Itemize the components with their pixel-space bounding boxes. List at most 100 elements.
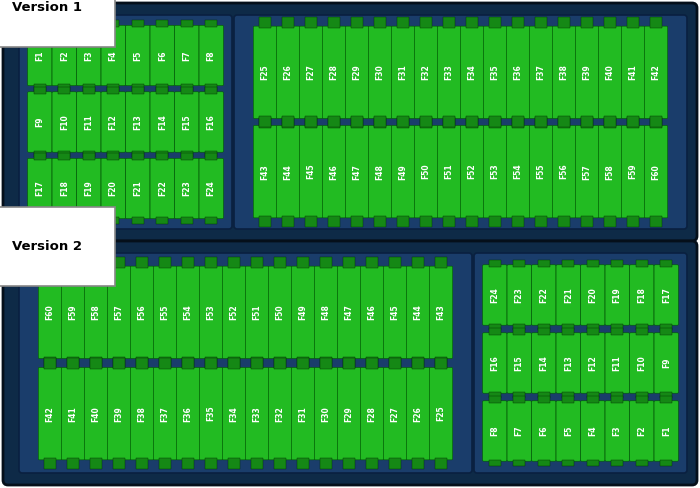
FancyBboxPatch shape (268, 367, 292, 460)
Bar (251, 357, 262, 367)
Bar (259, 116, 271, 127)
Bar (58, 217, 70, 224)
Bar (274, 458, 286, 469)
Bar (420, 216, 432, 227)
Bar (83, 20, 94, 27)
Text: F60: F60 (652, 164, 661, 180)
Bar (205, 20, 217, 27)
Bar (412, 357, 423, 367)
Bar (366, 358, 378, 369)
FancyBboxPatch shape (314, 367, 337, 460)
Bar (489, 116, 500, 127)
Bar (90, 458, 101, 469)
FancyBboxPatch shape (76, 92, 101, 152)
Bar (660, 396, 672, 403)
Text: F44: F44 (414, 305, 423, 320)
FancyBboxPatch shape (101, 25, 125, 86)
Bar (205, 358, 217, 369)
Bar (489, 216, 500, 227)
Bar (420, 116, 432, 127)
Bar (366, 257, 378, 268)
FancyBboxPatch shape (622, 26, 645, 119)
Bar (562, 396, 574, 403)
Bar (320, 458, 332, 469)
Bar (581, 17, 593, 28)
Text: F11: F11 (84, 114, 93, 130)
FancyBboxPatch shape (253, 26, 276, 119)
Bar (298, 357, 309, 367)
FancyBboxPatch shape (174, 158, 199, 219)
Text: F28: F28 (330, 64, 339, 80)
Bar (67, 458, 79, 469)
Bar (536, 117, 547, 128)
FancyBboxPatch shape (531, 401, 556, 461)
Bar (305, 116, 317, 127)
FancyBboxPatch shape (130, 367, 154, 460)
Text: F4: F4 (588, 426, 597, 436)
Bar (558, 216, 570, 227)
Bar (181, 86, 192, 94)
FancyBboxPatch shape (107, 266, 131, 359)
Text: F41: F41 (69, 406, 78, 422)
Bar (443, 216, 455, 227)
FancyBboxPatch shape (529, 125, 553, 218)
Text: F36: F36 (514, 64, 522, 80)
Bar (83, 150, 94, 158)
Bar (107, 153, 119, 160)
FancyBboxPatch shape (130, 266, 154, 359)
Bar (587, 396, 598, 403)
Bar (536, 17, 547, 28)
Bar (228, 458, 240, 469)
Text: F7: F7 (514, 426, 524, 436)
Bar (489, 396, 500, 403)
Text: F20: F20 (588, 287, 597, 303)
Text: F12: F12 (588, 355, 597, 371)
FancyBboxPatch shape (199, 25, 223, 86)
Bar (660, 260, 672, 266)
Bar (159, 358, 171, 369)
Bar (412, 358, 423, 369)
FancyBboxPatch shape (223, 266, 246, 359)
Bar (562, 324, 574, 330)
Bar (650, 117, 662, 128)
Bar (466, 117, 478, 128)
Bar (34, 217, 46, 224)
Bar (489, 17, 500, 28)
Bar (538, 396, 550, 403)
Text: F53: F53 (206, 305, 216, 320)
FancyBboxPatch shape (174, 92, 199, 152)
Bar (636, 460, 648, 467)
Bar (83, 84, 94, 91)
FancyBboxPatch shape (253, 125, 276, 218)
Bar (132, 84, 144, 91)
Bar (538, 260, 550, 266)
Bar (636, 260, 648, 266)
Text: F29: F29 (344, 406, 354, 422)
Bar (182, 458, 194, 469)
Bar (351, 17, 363, 28)
FancyBboxPatch shape (337, 266, 360, 359)
Text: F26: F26 (284, 64, 293, 80)
Bar (660, 324, 672, 330)
FancyBboxPatch shape (438, 125, 461, 218)
FancyBboxPatch shape (101, 158, 125, 219)
Text: Version 2: Version 2 (12, 240, 82, 253)
Text: F33: F33 (253, 406, 262, 422)
Bar (90, 358, 101, 369)
Bar (435, 357, 447, 367)
FancyBboxPatch shape (27, 25, 52, 86)
Bar (205, 217, 217, 224)
Bar (182, 257, 194, 268)
Text: F46: F46 (330, 164, 339, 180)
Text: F35: F35 (206, 406, 216, 422)
Text: F10: F10 (60, 114, 69, 130)
Text: F25: F25 (437, 406, 445, 422)
Text: F5: F5 (133, 50, 142, 61)
Text: F58: F58 (92, 305, 101, 320)
Bar (513, 260, 525, 266)
Bar (435, 458, 447, 469)
FancyBboxPatch shape (391, 26, 414, 119)
Bar (512, 216, 524, 227)
Bar (627, 117, 639, 128)
Bar (34, 20, 46, 27)
